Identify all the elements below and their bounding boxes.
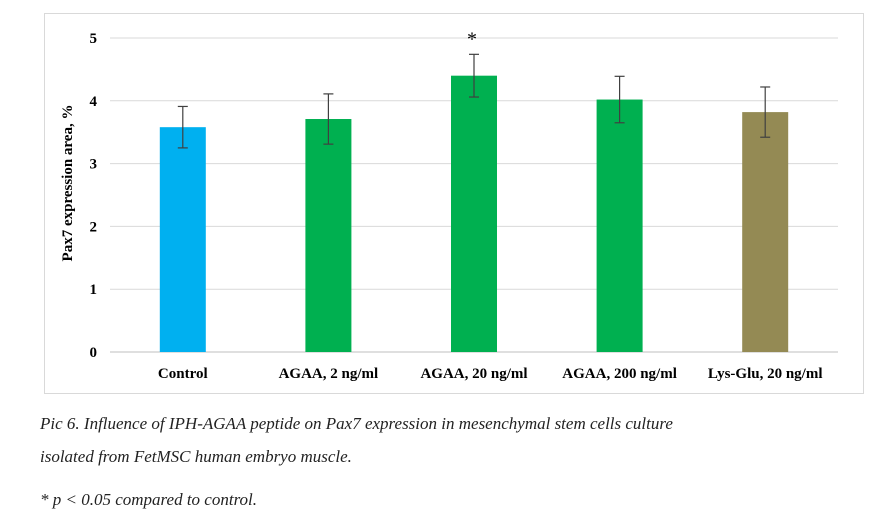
grid-lines — [110, 37, 838, 353]
y-tick-label-4: 4 — [90, 94, 98, 110]
figure-caption-line-1: Pic 6. Influence of IPH-AGAA peptide on … — [40, 414, 673, 433]
y-axis-title: Pax7 expression area, % — [60, 105, 76, 262]
chart-frame — [44, 13, 864, 394]
x-category-label-4: Lys-Glu, 20 ng/ml — [708, 366, 823, 382]
y-tick-labels: 0 1 2 3 4 5 — [90, 31, 98, 361]
significance-footnote: * p < 0.05 compared to control. — [40, 490, 258, 509]
x-category-label-0: Control — [158, 366, 208, 382]
y-tick-label-5: 5 — [90, 31, 98, 47]
bar-chart: 0 1 2 3 4 5 Control AGAA, 2 ng/ml AGAA, 20 ng/m… — [60, 28, 838, 382]
bars — [159, 75, 789, 353]
bar-3 — [596, 99, 643, 352]
y-tick-label-2: 2 — [90, 219, 98, 235]
bar-0 — [159, 127, 206, 353]
y-tick-label-3: 3 — [90, 157, 98, 173]
x-category-labels: Control AGAA, 2 ng/ml AGAA, 20 ng/ml AGAA, … — [158, 366, 823, 382]
significance-markers: * — [467, 28, 477, 50]
bar-1 — [305, 119, 352, 353]
figure-caption-line-2: isolated from FetMSC human embryo muscle… — [40, 447, 352, 466]
bar-2 — [451, 75, 497, 353]
x-category-label-2: AGAA, 20 ng/ml — [420, 366, 527, 382]
error-bars — [177, 53, 771, 149]
x-category-label-3: AGAA, 200 ng/ml — [562, 366, 677, 382]
bar-4 — [742, 112, 789, 352]
x-category-label-1: AGAA, 2 ng/ml — [279, 366, 379, 382]
y-tick-label-1: 1 — [90, 282, 98, 298]
y-tick-label-0: 0 — [90, 345, 98, 361]
significance-marker-2: * — [467, 28, 477, 50]
